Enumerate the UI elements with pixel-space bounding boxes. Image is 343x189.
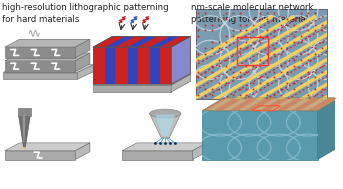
Polygon shape xyxy=(93,47,105,84)
Polygon shape xyxy=(182,36,214,47)
Polygon shape xyxy=(75,143,90,160)
Polygon shape xyxy=(171,74,191,92)
Text: nm-scale molecular network
patterning for soft materials: nm-scale molecular network patterning fo… xyxy=(191,3,313,24)
Polygon shape xyxy=(93,47,171,84)
Polygon shape xyxy=(171,36,191,84)
Polygon shape xyxy=(202,111,318,160)
Polygon shape xyxy=(93,47,171,84)
Polygon shape xyxy=(307,98,337,111)
Polygon shape xyxy=(182,98,212,111)
Polygon shape xyxy=(291,98,322,111)
Polygon shape xyxy=(260,98,290,111)
Polygon shape xyxy=(318,98,339,160)
Polygon shape xyxy=(77,65,94,79)
Polygon shape xyxy=(3,65,94,73)
Polygon shape xyxy=(5,143,90,151)
Polygon shape xyxy=(19,115,30,147)
Bar xyxy=(196,9,328,99)
Polygon shape xyxy=(71,36,102,47)
Polygon shape xyxy=(93,47,171,84)
Polygon shape xyxy=(160,47,171,84)
Polygon shape xyxy=(115,36,147,47)
Polygon shape xyxy=(122,143,207,151)
Polygon shape xyxy=(75,53,90,71)
Bar xyxy=(17,108,31,115)
Polygon shape xyxy=(71,47,82,84)
Polygon shape xyxy=(93,36,191,47)
Polygon shape xyxy=(155,115,175,136)
Polygon shape xyxy=(204,47,217,84)
Polygon shape xyxy=(115,47,128,84)
Polygon shape xyxy=(93,47,171,84)
Polygon shape xyxy=(93,47,104,84)
Polygon shape xyxy=(115,47,126,84)
Ellipse shape xyxy=(150,109,181,118)
Polygon shape xyxy=(93,47,171,84)
Polygon shape xyxy=(138,36,169,47)
Polygon shape xyxy=(93,47,171,84)
Polygon shape xyxy=(5,47,75,58)
Polygon shape xyxy=(192,143,207,160)
Polygon shape xyxy=(160,36,192,47)
Polygon shape xyxy=(204,47,216,84)
Polygon shape xyxy=(245,98,275,111)
Polygon shape xyxy=(93,36,125,47)
Polygon shape xyxy=(227,47,238,84)
Polygon shape xyxy=(160,47,172,84)
Polygon shape xyxy=(229,98,259,111)
Polygon shape xyxy=(182,47,193,84)
Polygon shape xyxy=(202,98,339,111)
Polygon shape xyxy=(138,47,149,84)
Polygon shape xyxy=(93,74,191,85)
Polygon shape xyxy=(71,47,83,84)
Polygon shape xyxy=(138,47,150,84)
Polygon shape xyxy=(5,53,90,61)
Polygon shape xyxy=(182,47,194,84)
Polygon shape xyxy=(249,47,260,84)
Polygon shape xyxy=(198,98,228,111)
Polygon shape xyxy=(150,114,181,138)
Polygon shape xyxy=(93,47,171,84)
Polygon shape xyxy=(23,115,25,142)
Polygon shape xyxy=(5,61,75,71)
Polygon shape xyxy=(276,98,306,111)
Polygon shape xyxy=(213,98,244,111)
Polygon shape xyxy=(93,47,171,84)
Polygon shape xyxy=(93,47,171,84)
Bar xyxy=(237,37,268,65)
Polygon shape xyxy=(93,85,171,92)
Polygon shape xyxy=(5,39,90,47)
Polygon shape xyxy=(5,151,75,160)
Polygon shape xyxy=(93,47,171,84)
Text: high-resolution lithographic patterning
for hard materials: high-resolution lithographic patterning … xyxy=(2,3,168,24)
Bar xyxy=(196,9,328,99)
Polygon shape xyxy=(75,39,90,58)
Polygon shape xyxy=(3,73,77,79)
Polygon shape xyxy=(122,151,192,160)
Polygon shape xyxy=(204,36,236,47)
